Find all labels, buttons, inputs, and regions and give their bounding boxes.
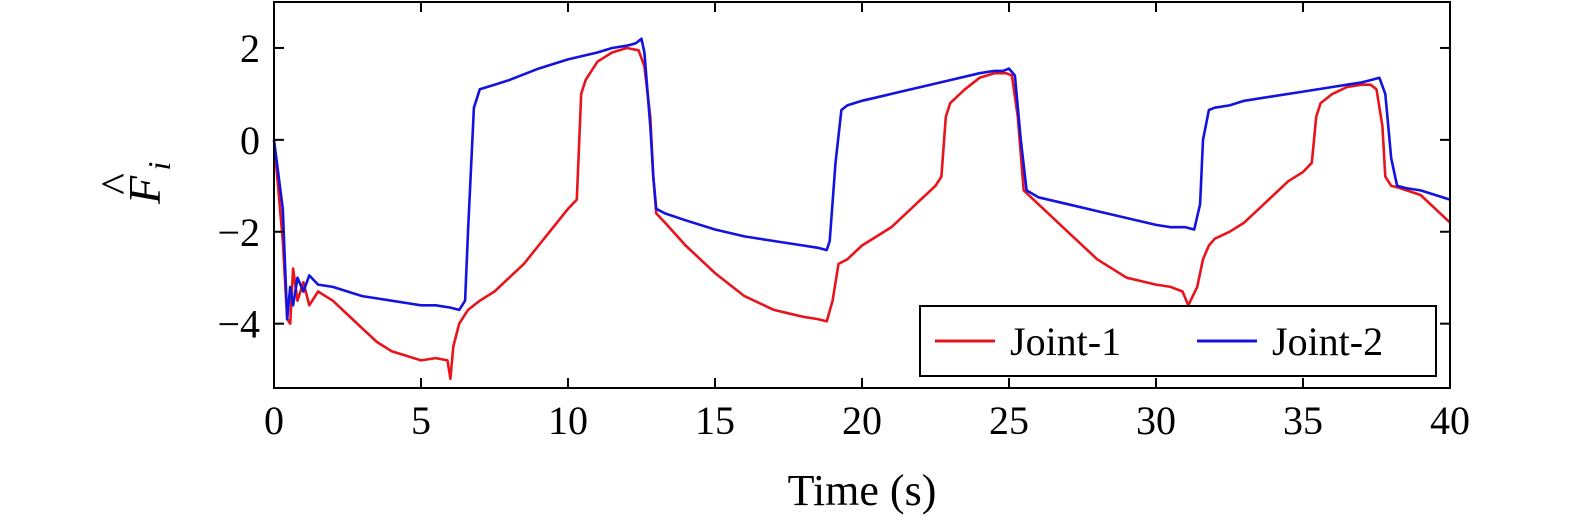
x-tick-label: 25 [989,398,1029,443]
series-line-joint-2 [272,37,1451,321]
y-axis-label: ^ F i [91,162,177,206]
legend-box [919,305,1437,377]
legend-label-joint-2: Joint-2 [1272,319,1383,364]
y-tick-label: −2 [217,210,260,255]
y-axis-label-accent: ^ [91,174,142,196]
y-axis-ticks: −4 −2 0 2 [217,26,1450,347]
x-axis-label: Time (s) [788,466,937,515]
x-tick-label: 15 [695,398,735,443]
x-tick-label: 5 [411,398,431,443]
x-tick-label: 0 [264,398,284,443]
series-line-joint-1 [272,46,1451,381]
x-tick-label: 35 [1283,398,1323,443]
x-axis-ticks: 0 5 10 15 20 25 30 35 40 [264,2,1470,443]
x-tick-label: 20 [842,398,882,443]
series-layer [272,37,1451,381]
x-tick-label: 30 [1136,398,1176,443]
y-tick-label: 0 [240,118,260,163]
y-axis-label-main: F [119,175,170,205]
x-tick-label: 40 [1430,398,1470,443]
legend: Joint-1 Joint-2 [919,305,1437,377]
x-tick-label: 10 [548,398,588,443]
y-tick-label: −4 [217,302,260,347]
y-tick-label: 2 [240,26,260,71]
legend-label-joint-1: Joint-1 [1010,319,1121,364]
y-axis-label-subscript: i [141,162,177,171]
